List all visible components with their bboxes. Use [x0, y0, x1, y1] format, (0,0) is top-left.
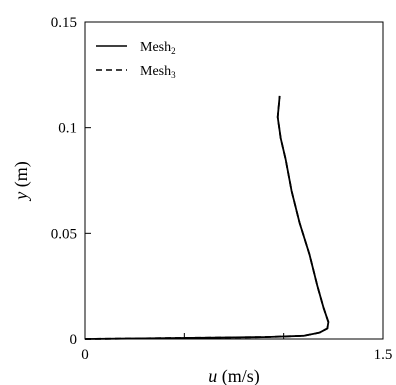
x-axis-title: u (m/s): [208, 366, 260, 385]
y-tick-label: 0.1: [58, 121, 77, 137]
legend-label-subscript: 2: [171, 46, 176, 56]
y-tick-label: 0: [70, 332, 78, 348]
legend-label-subscript: 3: [171, 70, 176, 80]
y-axis-title: y (m): [11, 161, 32, 202]
x-tick-label: 1.5: [374, 347, 393, 363]
legend-label-base: Mesh: [140, 40, 171, 55]
y-tick-label: 0.15: [51, 15, 77, 31]
y-axis: 0 0.05 0.1 0.15: [51, 15, 91, 348]
legend-label-base: Mesh: [140, 64, 171, 79]
y-axis-title-var: y: [11, 192, 31, 202]
plot-border: [84, 21, 384, 340]
plot-frame: [84, 21, 384, 340]
series-line-mesh3: [84, 95, 330, 340]
legend-label: Mesh3: [140, 64, 176, 80]
y-axis-title-unit: (m): [11, 161, 32, 192]
legend-label: Mesh2: [140, 40, 176, 56]
x-axis-title-unit: (m/s): [217, 366, 260, 385]
x-axis: 0 1.5: [81, 333, 392, 363]
series-layer: [84, 95, 330, 340]
x-tick-label: 0: [81, 347, 89, 363]
y-tick-label: 0.05: [51, 226, 77, 242]
x-axis-title-var: u: [208, 366, 217, 385]
series-line-mesh2: [84, 95, 330, 340]
